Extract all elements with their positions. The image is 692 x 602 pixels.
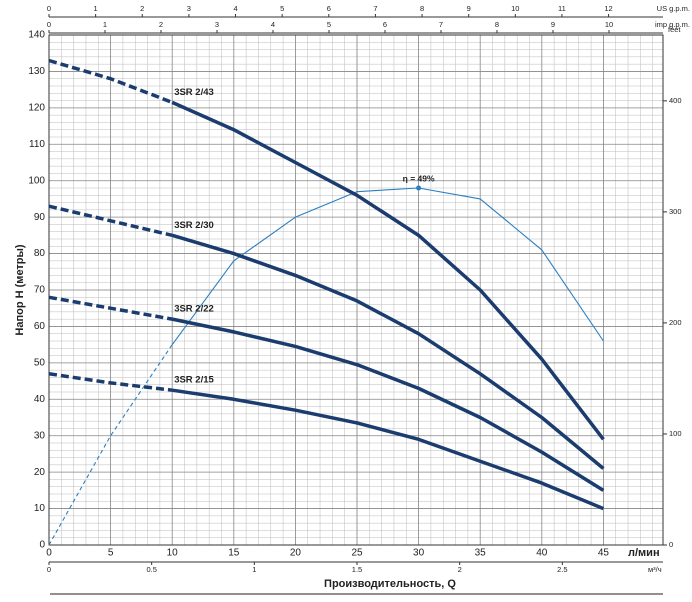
top-axis-tick-label: 10: [511, 4, 519, 13]
y2-tick-label: 300: [669, 207, 682, 216]
y2-unit: feet: [668, 25, 681, 34]
top-axis-tick-label: 4: [233, 4, 237, 13]
x-tick-label: 40: [536, 548, 548, 559]
bottom-axis-tick-label: 1: [252, 565, 256, 574]
efficiency-peak-label: η = 49%: [403, 173, 435, 183]
series-label: 3SR 2/22: [174, 304, 214, 315]
x-tick-label: 45: [598, 548, 610, 559]
top-axis-tick-label: 12: [604, 4, 612, 13]
top-axis-tick-label: 6: [383, 20, 387, 29]
top-axis-tick-label: 5: [327, 20, 331, 29]
x-unit: л/мин: [628, 547, 660, 559]
y2-tick-label: 100: [669, 429, 682, 438]
y-tick-label: 50: [34, 357, 46, 368]
x-tick-label: 0: [46, 548, 52, 559]
y-axis-label: Напор H (метры): [14, 244, 26, 335]
pump-curve: [48, 204, 173, 238]
pump-curve: [171, 233, 605, 470]
pump-curve: [48, 295, 173, 321]
y-tick-label: 30: [34, 430, 46, 441]
bottom-axis-tick-label: 1.5: [352, 565, 362, 574]
y-tick-label: 110: [29, 139, 45, 150]
y-tick-label: 80: [34, 248, 46, 259]
series-label: 3SR 2/15: [174, 375, 214, 386]
y-tick-label: 60: [34, 321, 46, 332]
top-axis-tick-label: 3: [215, 20, 219, 29]
y-tick-label: 130: [28, 66, 45, 77]
top-axis-unit: US g.p.m.: [657, 4, 690, 13]
x-tick-label: 35: [475, 548, 487, 559]
top-axis-tick-label: 7: [373, 4, 377, 13]
top-axis-tick-label: 9: [467, 4, 471, 13]
bottom-axis-tick-label: 2.5: [557, 565, 567, 574]
x-axis-title: Производительность, Q: [324, 578, 456, 590]
top-axis-tick-label: 8: [495, 20, 499, 29]
top-axis-tick-label: 2: [140, 4, 144, 13]
top-axis-tick-label: 11: [558, 4, 566, 13]
y-tick-label: 120: [28, 102, 45, 113]
x-tick-label: 20: [290, 548, 302, 559]
y-tick-label: 20: [34, 467, 46, 478]
series-label: 3SR 2/43: [174, 87, 214, 98]
efficiency-peak: [416, 185, 422, 191]
bottom-axis-tick-label: 2: [458, 565, 462, 574]
y-tick-label: 70: [34, 285, 46, 296]
top-axis-tick-label: 10: [605, 20, 613, 29]
y2-tick-label: 200: [669, 318, 682, 327]
y-tick-label: 100: [28, 175, 45, 186]
y-tick-label: 40: [34, 394, 46, 405]
efficiency-line: [48, 344, 173, 546]
pump-curve: [48, 58, 173, 105]
series-label: 3SR 2/30: [174, 220, 214, 231]
pump-curve: [171, 100, 605, 441]
top-axis-tick-label: 0: [47, 4, 51, 13]
top-axis-tick-label: 4: [271, 20, 275, 29]
plot-frame: [48, 34, 664, 546]
top-axis-tick-label: 0: [47, 20, 51, 29]
top-axis-tick-label: 6: [327, 4, 331, 13]
top-axis-tick-label: 1: [94, 4, 98, 13]
pump-curve: [171, 317, 605, 492]
top-axis-tick-label: 2: [159, 20, 163, 29]
y-tick-label: 90: [34, 212, 46, 223]
x-tick-label: 15: [228, 548, 240, 559]
y-tick-label: 140: [28, 30, 45, 41]
x-tick-label: 25: [351, 548, 363, 559]
x-tick-label: 10: [167, 548, 179, 559]
top-axis-tick-label: 5: [280, 4, 284, 13]
y2-tick-label: 400: [669, 96, 682, 105]
top-axis-tick-label: 9: [551, 20, 555, 29]
y-tick-label: 10: [34, 503, 46, 514]
pump-curve: [48, 372, 173, 392]
efficiency-line: [171, 187, 604, 345]
bottom-axis-tick-label: 0.5: [146, 565, 156, 574]
bottom-axis-unit: м³/ч: [648, 565, 662, 574]
x-tick-label: 30: [413, 548, 425, 559]
top-axis-tick-label: 3: [187, 4, 191, 13]
top-axis-tick-label: 7: [439, 20, 443, 29]
pump-curve: [171, 388, 605, 511]
y2-tick-label: 0: [669, 540, 673, 549]
top-axis-unit: imp g.p.m.: [655, 20, 690, 29]
top-axis-tick-label: 1: [103, 20, 107, 29]
top-axis-tick-label: 8: [420, 4, 424, 13]
bottom-axis-tick-label: 0: [47, 565, 51, 574]
x-tick-label: 5: [108, 548, 114, 559]
y-tick-label: 0: [39, 540, 45, 551]
